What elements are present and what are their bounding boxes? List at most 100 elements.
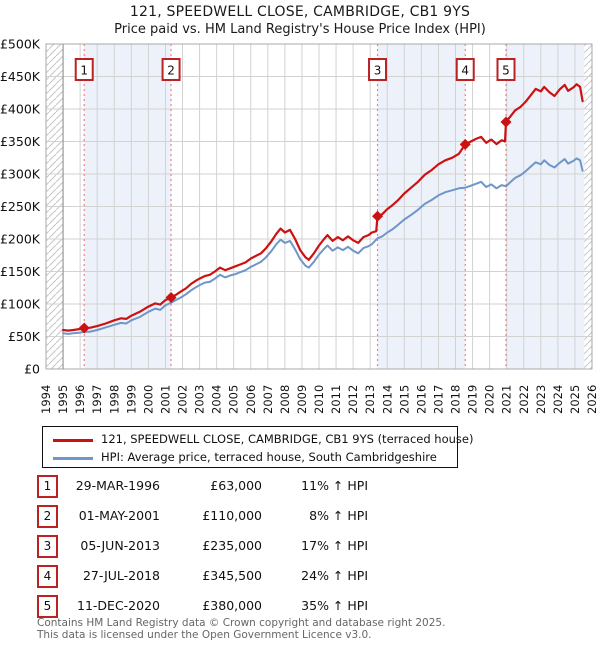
sale-number-label: 3 — [374, 64, 382, 78]
x-axis-label: 2003 — [193, 385, 207, 414]
sale-row-price: £235,000 — [202, 538, 262, 553]
sale-row-price: £380,000 — [202, 598, 262, 613]
property-line-swatch — [53, 439, 93, 442]
sale-number-box — [161, 58, 181, 81]
x-axis-label: 2021 — [500, 385, 514, 414]
y-axis-label: £500K — [0, 37, 41, 52]
hpi-price-line — [62, 157, 584, 335]
x-axis-label: 2011 — [329, 385, 343, 414]
sale-number-label: 5 — [502, 64, 510, 78]
sale-row-date: 27-JUL-2018 — [82, 568, 160, 583]
sale-row-number: 1 — [37, 475, 58, 498]
legend-label-hpi: HPI: Average price, terraced house, Sout… — [101, 450, 437, 464]
y-axis-label: £450K — [0, 69, 41, 84]
y-axis-label: £100K — [0, 297, 41, 312]
y-axis-label: £400K — [0, 102, 41, 117]
sale-row-vs-hpi: 11% ↑ HPI — [301, 478, 368, 493]
sale-number-label: 1 — [80, 64, 88, 78]
x-axis-label: 2014 — [380, 385, 394, 414]
sale-row-date: 29-MAR-1996 — [75, 478, 160, 493]
x-axis-label: 2005 — [227, 385, 241, 414]
sale-row-date: 11-DEC-2020 — [77, 598, 160, 613]
x-axis-label: 1998 — [107, 385, 121, 414]
x-axis-label: 2002 — [176, 385, 190, 414]
x-axis-label: 2004 — [210, 385, 224, 414]
y-axis-label: £150K — [0, 264, 41, 279]
x-axis-label: 2016 — [414, 385, 428, 414]
sale-row-price: £110,000 — [202, 508, 262, 523]
x-axis-label: 2013 — [363, 385, 377, 414]
copyright-footer: Contains HM Land Registry data © Crown c… — [37, 617, 597, 641]
sale-row-number: 2 — [37, 505, 58, 528]
sale-row-price: £345,500 — [202, 568, 262, 583]
footer-line-1: Contains HM Land Registry data © Crown c… — [37, 617, 446, 629]
sale-number-label: 4 — [461, 64, 469, 78]
sale-row-number: 5 — [37, 595, 58, 618]
sale-row-price: £63,000 — [210, 478, 262, 493]
x-axis-label: 2006 — [244, 385, 258, 414]
x-axis-label: 1999 — [124, 385, 138, 414]
x-axis-label: 2022 — [517, 385, 531, 414]
x-axis-label: 2008 — [278, 385, 292, 414]
sale-row-date: 05-JUN-2013 — [80, 538, 160, 553]
x-axis-label: 2001 — [158, 385, 172, 414]
sale-row-date: 01-MAY-2001 — [78, 508, 160, 523]
y-axis-label: £0 — [24, 362, 40, 377]
x-axis-label: 2007 — [261, 385, 275, 414]
x-axis-label: 2023 — [534, 385, 548, 414]
legend-item-property: 121, SPEEDWELL CLOSE, CAMBRIDGE, CB1 9YS… — [43, 430, 473, 449]
x-axis-label: 1994 — [39, 385, 53, 414]
x-axis-label: 2012 — [346, 385, 360, 414]
sale-row-vs-hpi: 35% ↑ HPI — [301, 598, 368, 613]
chart-legend: 121, SPEEDWELL CLOSE, CAMBRIDGE, CB1 9YS… — [42, 426, 473, 468]
sale-table-row: 1 29-MAR-1996 £63,000 11% ↑ HPI — [0, 475, 600, 505]
x-axis-label: 2000 — [141, 385, 155, 414]
sale-number-box — [74, 58, 94, 81]
x-axis-label: 2026 — [585, 385, 599, 414]
x-axis-label: 2009 — [295, 385, 309, 414]
plot-frame — [45, 43, 593, 370]
y-axis-label: £350K — [0, 134, 41, 149]
x-axis-label: 2017 — [431, 385, 445, 414]
x-axis-label: 2018 — [449, 385, 463, 414]
sale-row-number: 4 — [37, 565, 58, 588]
sale-table-row: 3 05-JUN-2013 £235,000 17% ↑ HPI — [0, 535, 600, 565]
x-axis-label: 1997 — [90, 385, 104, 414]
sale-number-label: 2 — [167, 64, 175, 78]
page-subtitle: Price paid vs. HM Land Registry's House … — [114, 22, 486, 37]
x-axis-label: 1995 — [56, 385, 70, 414]
sale-marker-diamond — [78, 322, 90, 334]
sale-table-row: 5 11-DEC-2020 £380,000 35% ↑ HPI — [0, 595, 600, 625]
x-axis-label: 1996 — [73, 385, 87, 414]
sale-number-box — [368, 58, 388, 81]
y-axis-label: £250K — [0, 199, 41, 214]
sale-number-box — [455, 58, 475, 81]
x-axis-label: 2019 — [466, 385, 480, 414]
x-axis-label: 2010 — [312, 385, 326, 414]
sale-row-vs-hpi: 8% ↑ HPI — [309, 508, 368, 523]
hpi-line-swatch — [53, 457, 93, 460]
sale-table-row: 2 01-MAY-2001 £110,000 8% ↑ HPI — [0, 505, 600, 535]
page-title: 121, SPEEDWELL CLOSE, CAMBRIDGE, CB1 9YS — [129, 4, 471, 20]
sale-marker-diamond — [165, 292, 177, 303]
footer-line-2: This data is licensed under the Open Gov… — [37, 628, 372, 641]
sale-marker-diamond — [372, 210, 384, 222]
legend-item-hpi: HPI: Average price, terraced house, Sout… — [43, 448, 457, 467]
x-axis-label: 2024 — [551, 385, 565, 414]
y-axis-label: £200K — [0, 232, 41, 247]
y-axis-label: £50K — [8, 329, 41, 344]
sale-row-vs-hpi: 17% ↑ HPI — [301, 538, 368, 553]
sale-marker-diamond — [459, 138, 471, 150]
sale-row-number: 3 — [37, 535, 58, 558]
price-chart: 1 2 3 4 5 £0 £50K £100K £150K £200K £250K £300K £350… — [0, 37, 599, 415]
y-axis-label: £300K — [0, 167, 41, 182]
sale-marker-diamond — [500, 116, 512, 128]
legend-label-property: 121, SPEEDWELL CLOSE, CAMBRIDGE, CB1 9YS… — [101, 432, 474, 446]
sale-table-row: 4 27-JUL-2018 £345,500 24% ↑ HPI — [0, 565, 600, 595]
x-axis-label: 2015 — [397, 385, 411, 414]
x-axis-label: 2020 — [483, 385, 497, 414]
sale-number-box — [496, 58, 516, 81]
x-axis-label: 2025 — [568, 385, 582, 414]
sale-row-vs-hpi: 24% ↑ HPI — [301, 568, 368, 583]
